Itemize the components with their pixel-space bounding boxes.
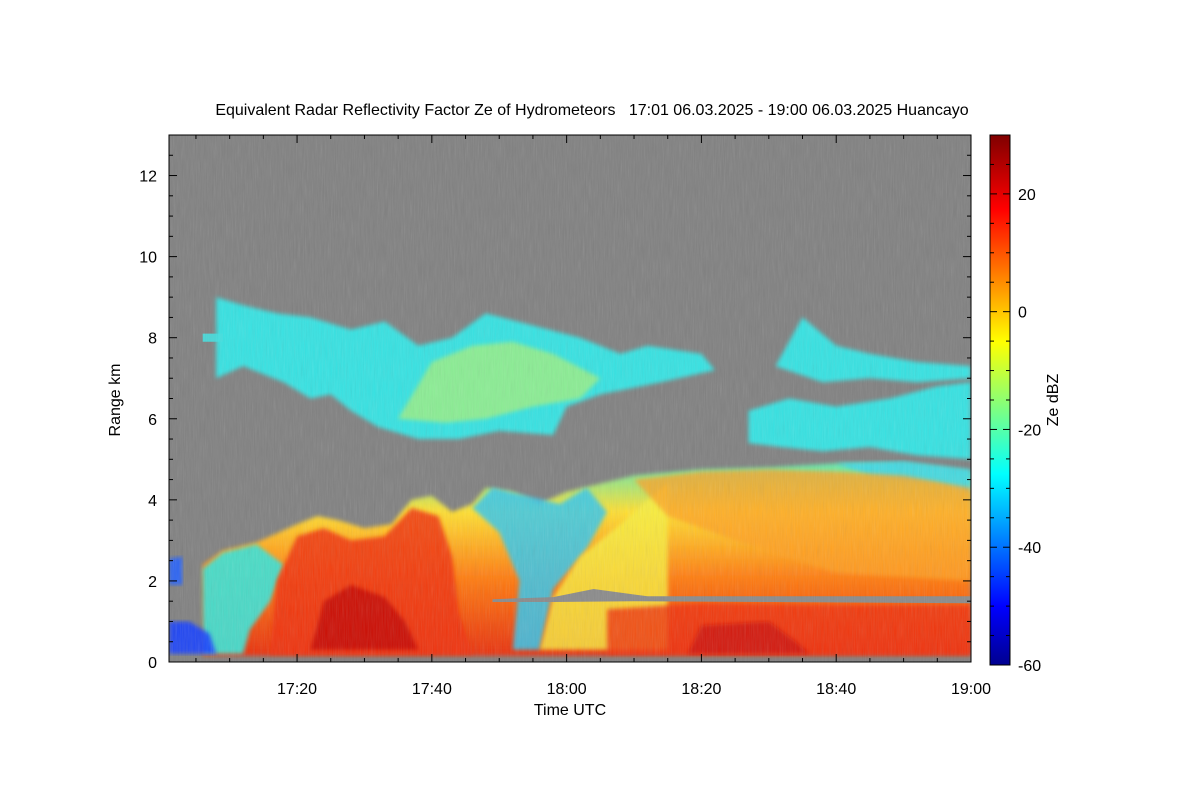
colorbar: -60 -40 -20 0 20 (989, 134, 1041, 675)
plot-area (169, 135, 971, 662)
x-tick-label: 18:40 (816, 681, 856, 698)
colorbar-label: Ze dBZ (1045, 374, 1062, 427)
colorbar-tick-label: -20 (1018, 422, 1041, 439)
y-tick-label: 12 (139, 169, 157, 186)
x-tick-label: 18:00 (547, 681, 587, 698)
colorbar-tick-label: -40 (1018, 540, 1041, 557)
x-tick-label: 17:40 (412, 681, 452, 698)
y-tick-label: 8 (148, 331, 157, 348)
x-tick-label: 18:20 (681, 681, 721, 698)
y-axis-label: Range km (107, 364, 124, 437)
x-tick-label: 19:00 (951, 681, 991, 698)
y-tick-label: 6 (148, 412, 157, 429)
x-axis-label: Time UTC (534, 702, 606, 719)
colorbar-tick-label: 20 (1018, 187, 1036, 204)
y-tick-label: 4 (148, 493, 157, 510)
axes: 17:20 17:40 18:00 18:20 18:40 19:00 0 2 4 6 8 10 12 (139, 134, 991, 698)
texture-overlay (169, 135, 971, 662)
colorbar-tick-label: -60 (1018, 658, 1041, 675)
y-tick-label: 10 (139, 250, 157, 267)
y-tick-label: 0 (148, 655, 157, 672)
x-tick-label: 17:20 (277, 681, 317, 698)
chart-title: Equivalent Radar Reflectivity Factor Ze … (215, 102, 968, 119)
colorbar-tick-label: 0 (1018, 305, 1027, 322)
y-tick-label: 2 (148, 574, 157, 591)
